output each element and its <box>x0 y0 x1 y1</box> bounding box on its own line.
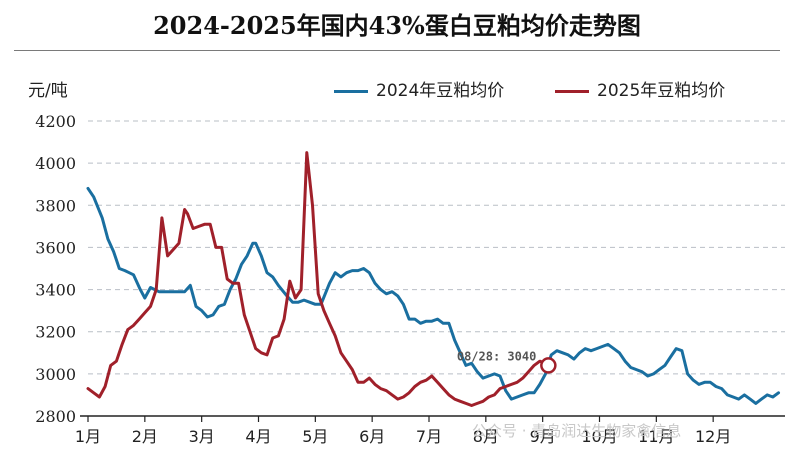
y-tick-label-4000: 4000 <box>35 154 76 173</box>
annotation-marker <box>540 357 557 374</box>
x-tick-label-8: 8月 <box>473 427 499 446</box>
y-tick-label-3600: 3600 <box>35 238 76 257</box>
series-line-2025 <box>86 151 550 407</box>
watermark: 公众号 · 青岛润达生物家禽信息 <box>472 422 681 440</box>
y-axis-label: 元/吨 <box>28 81 68 101</box>
legend-item-2024: 2024年豆粕均价 <box>334 76 504 101</box>
legend-label-2024: 2024年豆粕均价 <box>376 81 505 101</box>
x-tick-label-11: 11月 <box>638 427 674 446</box>
y-axis: 2800 3000 3200 3400 3600 3800 4000 4200 <box>35 112 76 426</box>
x-tick-label-10: 10月 <box>581 427 617 446</box>
y-tick-label-3800: 3800 <box>35 196 76 215</box>
series-lines <box>86 151 780 407</box>
title-divider <box>14 50 780 51</box>
y-tick-label-4200: 4200 <box>35 112 76 131</box>
x-tick-label-2: 2月 <box>132 427 158 446</box>
legend-swatch-2024 <box>334 89 368 93</box>
x-axis: 1月 2月 3月 4月 5月 6月 7月 8月 9月 10月 11月 12月 <box>75 415 785 446</box>
legend-swatch-2025 <box>555 89 589 93</box>
y-tick-label-2800: 2800 <box>35 407 76 426</box>
series-line-2024 <box>86 186 780 405</box>
legend-item-2025: 2025年豆粕均价 <box>555 76 725 101</box>
y-tick-label-3200: 3200 <box>35 323 76 342</box>
x-tick-label-9: 9月 <box>530 427 556 446</box>
y-tick-label-3400: 3400 <box>35 281 76 300</box>
chart-title: 2024-2025年国内43%蛋白豆粕均价走势图 <box>153 11 641 40</box>
annotation: 08/28: 3040 <box>457 349 557 374</box>
x-tick-label-4: 4月 <box>245 427 271 446</box>
y-tick-label-3000: 3000 <box>35 365 76 384</box>
x-tick-label-12: 12月 <box>695 427 731 446</box>
x-tick-label-5: 5月 <box>302 427 328 446</box>
legend-label-2025: 2025年豆粕均价 <box>597 81 726 101</box>
x-tick-label-6: 6月 <box>359 427 385 446</box>
x-tick-label-1: 1月 <box>75 427 101 446</box>
grid-lines <box>88 120 785 375</box>
x-tick-label-3: 3月 <box>189 427 215 446</box>
annotation-label: 08/28: 3040 <box>457 349 536 363</box>
x-tick-label-7: 7月 <box>416 427 442 446</box>
